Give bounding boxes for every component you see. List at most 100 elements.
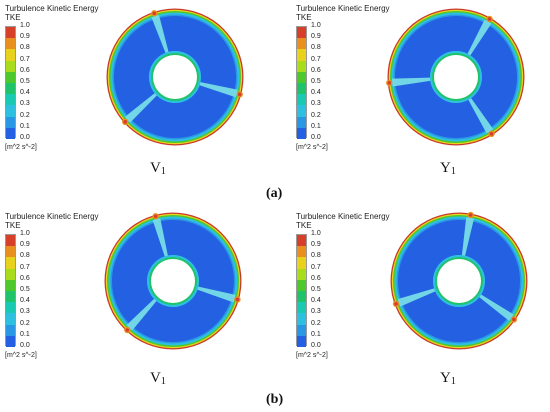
caption-v1-a: V1 <box>150 160 166 177</box>
legend-color-segment <box>6 49 15 61</box>
vane-channel <box>134 289 231 342</box>
legend-colorbar <box>5 26 16 140</box>
legend-color-segment <box>297 116 306 129</box>
legend-color-segment <box>297 105 306 117</box>
legend-panel-1: Turbulence Kinetic Energy TKE 1.0 0.9 0.8 0.7… <box>5 4 125 154</box>
legend-color-segment <box>297 127 306 140</box>
legend-tick-label: 0.4 <box>311 89 321 97</box>
legend-tick-label: 0.5 <box>311 78 321 85</box>
vane-gap <box>124 91 159 123</box>
vane-gap <box>397 287 437 307</box>
legend-tick-label: 0.9 <box>311 241 321 249</box>
vane-channel <box>398 220 466 299</box>
legend-color-segment <box>6 60 15 73</box>
high-tke-spot <box>125 328 130 332</box>
legend-tick-label: 0.2 <box>311 319 321 327</box>
legend-color-segment <box>297 49 306 61</box>
legend-tick-label: 0.4 <box>20 297 30 305</box>
legend-tick-label: 0.5 <box>311 286 321 293</box>
legend-color-segment <box>297 38 306 50</box>
legend-color-segment <box>6 116 15 129</box>
vane-channel <box>403 291 507 342</box>
legend-color-segment <box>297 71 306 84</box>
legend-subtitle: TKE <box>5 13 21 22</box>
inner-hub <box>153 55 197 99</box>
legend-tick-label: 0.8 <box>311 44 321 52</box>
legend-panel-3: Turbulence Kinetic Energy TKE 1.0 0.9 0.8 0.7… <box>5 212 125 362</box>
legend-tick-label: 0.2 <box>20 111 30 119</box>
high-tke-spot <box>123 120 128 124</box>
vane-gap <box>477 293 514 321</box>
legend-tick-label: 0.0 <box>20 134 30 141</box>
vane-gap <box>392 77 433 87</box>
legend-tick-label: 0.4 <box>20 89 30 97</box>
legend-color-segment <box>6 257 15 269</box>
legend-color-segment <box>297 268 306 281</box>
legend-tick-label: 0.6 <box>311 274 321 282</box>
legend-color-segment <box>6 291 15 303</box>
vane-channel <box>470 26 517 127</box>
legend-color-segment <box>6 279 15 292</box>
legend-color-segment <box>297 279 306 292</box>
high-tke-spot <box>235 297 240 302</box>
legend-title: Turbulence Kinetic Energy <box>296 212 390 221</box>
legend-tick-label: 0.1 <box>311 330 321 338</box>
legend-color-segment <box>297 94 306 106</box>
tke-contour-y1-b <box>390 211 528 350</box>
legend-tick-label: 0.7 <box>20 55 30 63</box>
legend-tick-label: 0.0 <box>311 134 321 141</box>
subfigure-label-b: (b) <box>266 392 284 407</box>
legend-color-segment <box>6 268 15 281</box>
legend-tick-label: 0.6 <box>311 66 321 74</box>
vane-gap <box>126 297 158 331</box>
high-tke-spot <box>152 11 157 16</box>
vane-channel <box>160 220 234 295</box>
vane-gap <box>461 217 474 258</box>
inner-hub <box>434 55 478 99</box>
legend-color-segment <box>6 38 15 50</box>
legend-tick-label: 1.0 <box>20 22 30 29</box>
legend-title: Turbulence Kinetic Energy <box>296 4 390 13</box>
legend-unit: [m^2 s^-2] <box>296 144 328 151</box>
legend-tick-label: 0.8 <box>20 44 30 52</box>
legend-tick-label: 0.2 <box>311 111 321 119</box>
legend-color-segment <box>6 235 15 247</box>
legend-color-segment <box>6 246 15 258</box>
tke-contour-y1-a <box>386 8 525 146</box>
legend-color-segment <box>297 246 306 258</box>
legend-colorbar <box>296 26 307 140</box>
high-tke-spot <box>489 132 494 136</box>
legend-color-segment <box>6 335 15 348</box>
legend-tick-label: 0.3 <box>20 100 30 108</box>
legend-color-segment <box>6 71 15 84</box>
legend-color-segment <box>297 235 306 247</box>
legend-title: Turbulence Kinetic Energy <box>5 4 99 13</box>
legend-panel-2: Turbulence Kinetic Energy TKE 1.0 0.9 0.8 0.7… <box>296 4 416 154</box>
legend-color-segment <box>297 27 306 39</box>
legend-tick-label: 1.0 <box>311 22 321 29</box>
legend-tick-label: 0.6 <box>20 274 30 282</box>
legend-color-segment <box>6 313 15 325</box>
vane-gap <box>466 19 492 57</box>
legend-tick-label: 0.1 <box>311 122 321 130</box>
legend-subtitle: TKE <box>296 13 312 22</box>
legend-color-segment <box>297 291 306 303</box>
legend-color-segment <box>6 94 15 106</box>
legend-color-segment <box>6 324 15 337</box>
legend-color-segment <box>6 105 15 117</box>
legend-subtitle: TKE <box>5 221 21 230</box>
legend-color-segment <box>6 83 15 95</box>
legend-color-segment <box>297 313 306 325</box>
legend-unit: [m^2 s^-2] <box>5 144 37 151</box>
vane-channel <box>395 15 484 79</box>
tke-contour-v1-b <box>104 212 242 350</box>
inner-hub <box>437 259 481 303</box>
legend-tick-label: 0.6 <box>20 66 30 74</box>
legend-color-segment <box>297 335 306 348</box>
legend-tick-label: 0.7 <box>20 263 30 271</box>
vane-channel <box>114 20 166 115</box>
legend-color-segment <box>297 60 306 73</box>
high-tke-spot <box>487 17 492 21</box>
high-tke-spot <box>394 302 398 306</box>
legend-tick-label: 0.0 <box>20 342 30 349</box>
